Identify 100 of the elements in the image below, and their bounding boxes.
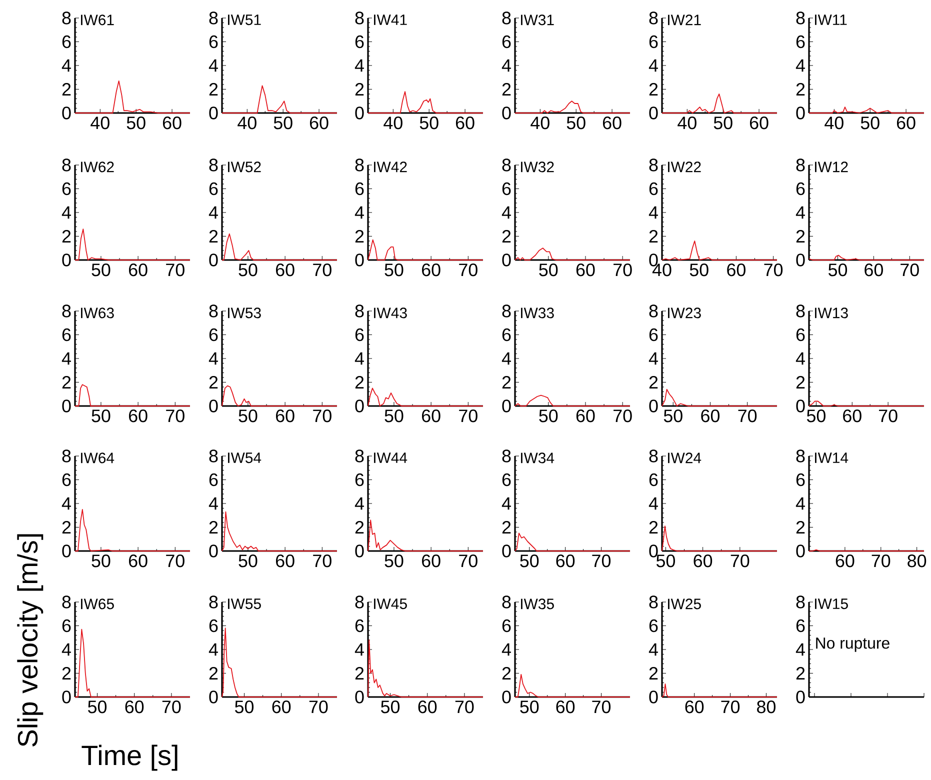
y-tick-label: 4 bbox=[502, 643, 511, 656]
x-tick-label: 60 bbox=[576, 264, 595, 276]
y-tick-label: 2 bbox=[502, 230, 511, 243]
y-tick-label: 8 bbox=[209, 596, 218, 608]
x-tick-label: 70 bbox=[162, 700, 181, 714]
y-tick-label: 4 bbox=[648, 352, 658, 365]
y-tick-label: 8 bbox=[62, 450, 71, 462]
x-tick-label: 40 bbox=[530, 116, 550, 130]
x-tick-label: 70 bbox=[166, 264, 184, 276]
y-tick-label: 0 bbox=[796, 690, 805, 704]
x-tick-label: 60 bbox=[422, 554, 440, 568]
y-tick-label: 6 bbox=[355, 473, 364, 486]
x-tick-label: 60 bbox=[422, 410, 440, 422]
x-tick-label: 60 bbox=[556, 554, 575, 568]
y-tick-label: 4 bbox=[62, 643, 71, 656]
y-tick-label: 0 bbox=[62, 544, 71, 558]
y-tick-label: 0 bbox=[62, 254, 71, 266]
x-tick-label: 60 bbox=[125, 700, 144, 714]
y-tick-label: 0 bbox=[502, 254, 511, 266]
x-tick-label: 60 bbox=[864, 264, 883, 276]
x-tick-label: 70 bbox=[614, 264, 632, 276]
x-tick-label: 60 bbox=[727, 264, 746, 276]
x-tick-label: 40 bbox=[678, 116, 696, 130]
y-tick-label: 8 bbox=[796, 596, 805, 608]
y-tick-label: 0 bbox=[502, 544, 511, 558]
y-tick-label: 0 bbox=[649, 544, 658, 558]
x-tick-label: 50 bbox=[539, 264, 558, 276]
y-tick-label: 6 bbox=[796, 619, 805, 632]
x-tick-label: 70 bbox=[309, 700, 328, 714]
x-tick-label: 50 bbox=[384, 554, 404, 568]
y-tick-label: 4 bbox=[648, 59, 658, 72]
x-tick-label: 50 bbox=[238, 410, 258, 422]
y-tick-label: 2 bbox=[209, 82, 218, 96]
chart-title: IW62 bbox=[81, 162, 114, 172]
x-tick-label: 60 bbox=[456, 116, 474, 130]
y-tick-label: 6 bbox=[62, 473, 71, 486]
y-tick-label: 0 bbox=[355, 544, 364, 558]
x-tick-label: 50 bbox=[520, 700, 539, 714]
y-tick-label: 2 bbox=[502, 666, 511, 680]
chart-title: IW44 bbox=[374, 452, 408, 463]
y-tick-label: 6 bbox=[502, 473, 511, 486]
y-tick-label: 6 bbox=[649, 35, 658, 48]
x-tick-label: 70 bbox=[738, 410, 757, 422]
chart-title: IW35 bbox=[521, 598, 554, 610]
y-tick-label: 6 bbox=[502, 35, 511, 48]
x-tick-label: 50 bbox=[420, 116, 438, 130]
x-tick-label: 80 bbox=[908, 554, 926, 568]
x-axis-title: Time [s] bbox=[82, 744, 178, 771]
y-tick-label: 0 bbox=[209, 544, 218, 558]
y-tick-label: 4 bbox=[796, 59, 805, 72]
y-tick-label: 2 bbox=[796, 82, 805, 96]
chart-title: IW34 bbox=[521, 452, 554, 464]
chart-title: IW52 bbox=[228, 162, 261, 172]
y-tick-label: 4 bbox=[354, 206, 364, 219]
x-tick-label: 70 bbox=[900, 264, 919, 276]
y-tick-label: 0 bbox=[209, 690, 218, 704]
y-tick-label: 6 bbox=[649, 182, 658, 196]
y-tick-label: 2 bbox=[62, 230, 71, 243]
y-tick-label: 8 bbox=[355, 158, 364, 172]
x-tick-label: 60 bbox=[418, 700, 437, 714]
y-tick-label: 0 bbox=[62, 690, 71, 704]
chart-title: IW61 bbox=[81, 14, 114, 26]
y-tick-label: 2 bbox=[355, 666, 364, 680]
y-tick-label: 2 bbox=[649, 376, 658, 389]
y-tick-label: 6 bbox=[649, 619, 658, 632]
x-tick-label: 40 bbox=[824, 116, 844, 130]
chart-title: IW23 bbox=[668, 308, 701, 318]
y-tick-label: 4 bbox=[796, 352, 805, 365]
y-tick-label: 6 bbox=[355, 619, 364, 632]
chart-title: IW32 bbox=[521, 162, 554, 172]
y-tick-label: 8 bbox=[502, 450, 511, 462]
y-tick-label: 8 bbox=[62, 304, 71, 318]
y-tick-label: 4 bbox=[796, 497, 805, 510]
y-tick-label: 8 bbox=[649, 450, 658, 462]
y-tick-label: 8 bbox=[62, 158, 71, 172]
y-tick-label: 6 bbox=[209, 328, 218, 342]
y-tick-label: 0 bbox=[355, 400, 364, 412]
chart-title: IW54 bbox=[228, 452, 262, 464]
x-tick-label: 60 bbox=[276, 264, 294, 276]
y-tick-label: 2 bbox=[649, 230, 658, 243]
chart-title: IW12 bbox=[815, 162, 848, 172]
chart-title: IW24 bbox=[668, 452, 702, 464]
x-tick-label: 70 bbox=[872, 554, 890, 568]
x-tick-label: 60 bbox=[310, 116, 328, 130]
y-tick-label: 2 bbox=[796, 230, 805, 243]
x-tick-label: 50 bbox=[664, 410, 682, 422]
y-tick-label: 0 bbox=[209, 254, 218, 266]
x-tick-label: 50 bbox=[92, 554, 110, 568]
y-tick-label: 8 bbox=[649, 304, 658, 318]
chart-title: IW42 bbox=[374, 162, 407, 172]
x-tick-label: 50 bbox=[806, 410, 826, 422]
y-tick-label: 0 bbox=[649, 690, 658, 704]
x-tick-label: 70 bbox=[455, 700, 474, 714]
x-tick-label: 60 bbox=[836, 554, 854, 568]
y-tick-label: 4 bbox=[648, 206, 658, 219]
y-tick-label: 6 bbox=[209, 619, 218, 632]
y-tick-label: 4 bbox=[502, 206, 511, 219]
y-tick-label: 4 bbox=[208, 206, 218, 219]
x-tick-label: 60 bbox=[556, 700, 575, 714]
x-tick-label: 60 bbox=[276, 410, 294, 422]
